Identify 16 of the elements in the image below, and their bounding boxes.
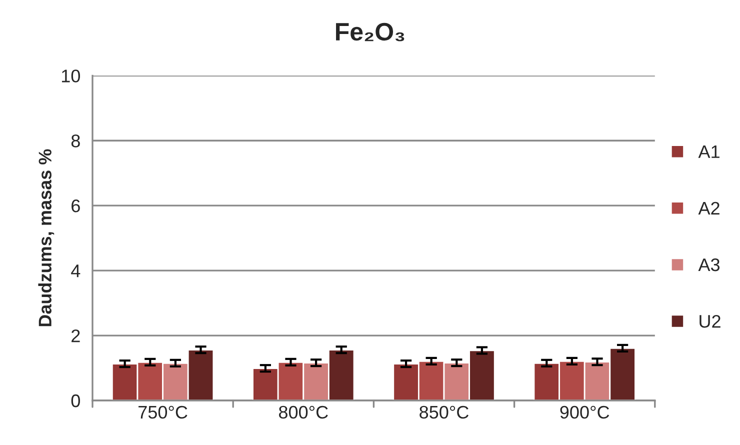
y-tick-label: 0 — [71, 394, 80, 408]
y-tick-label: 10 — [62, 70, 80, 82]
legend-label: A2 — [698, 202, 720, 214]
legend-label: A1 — [698, 145, 720, 158]
y-tick-label: 6 — [72, 200, 80, 212]
x-tick-label: 900°C — [560, 406, 610, 419]
x-tick-label: 750°C — [138, 406, 188, 419]
chart-title: Fe₂O₃ — [336, 22, 404, 42]
x-tick-label: 800°C — [278, 406, 328, 419]
y-tick-label: 2 — [72, 329, 80, 342]
legend-label: A3 — [698, 258, 720, 272]
x-tick-label: 850°C — [420, 406, 469, 419]
y-tick-label: 4 — [71, 264, 80, 278]
y-axis-title: Daudzums, masas % — [38, 149, 54, 326]
y-tick-label: 8 — [71, 134, 80, 148]
legend-label: U2 — [700, 314, 720, 328]
